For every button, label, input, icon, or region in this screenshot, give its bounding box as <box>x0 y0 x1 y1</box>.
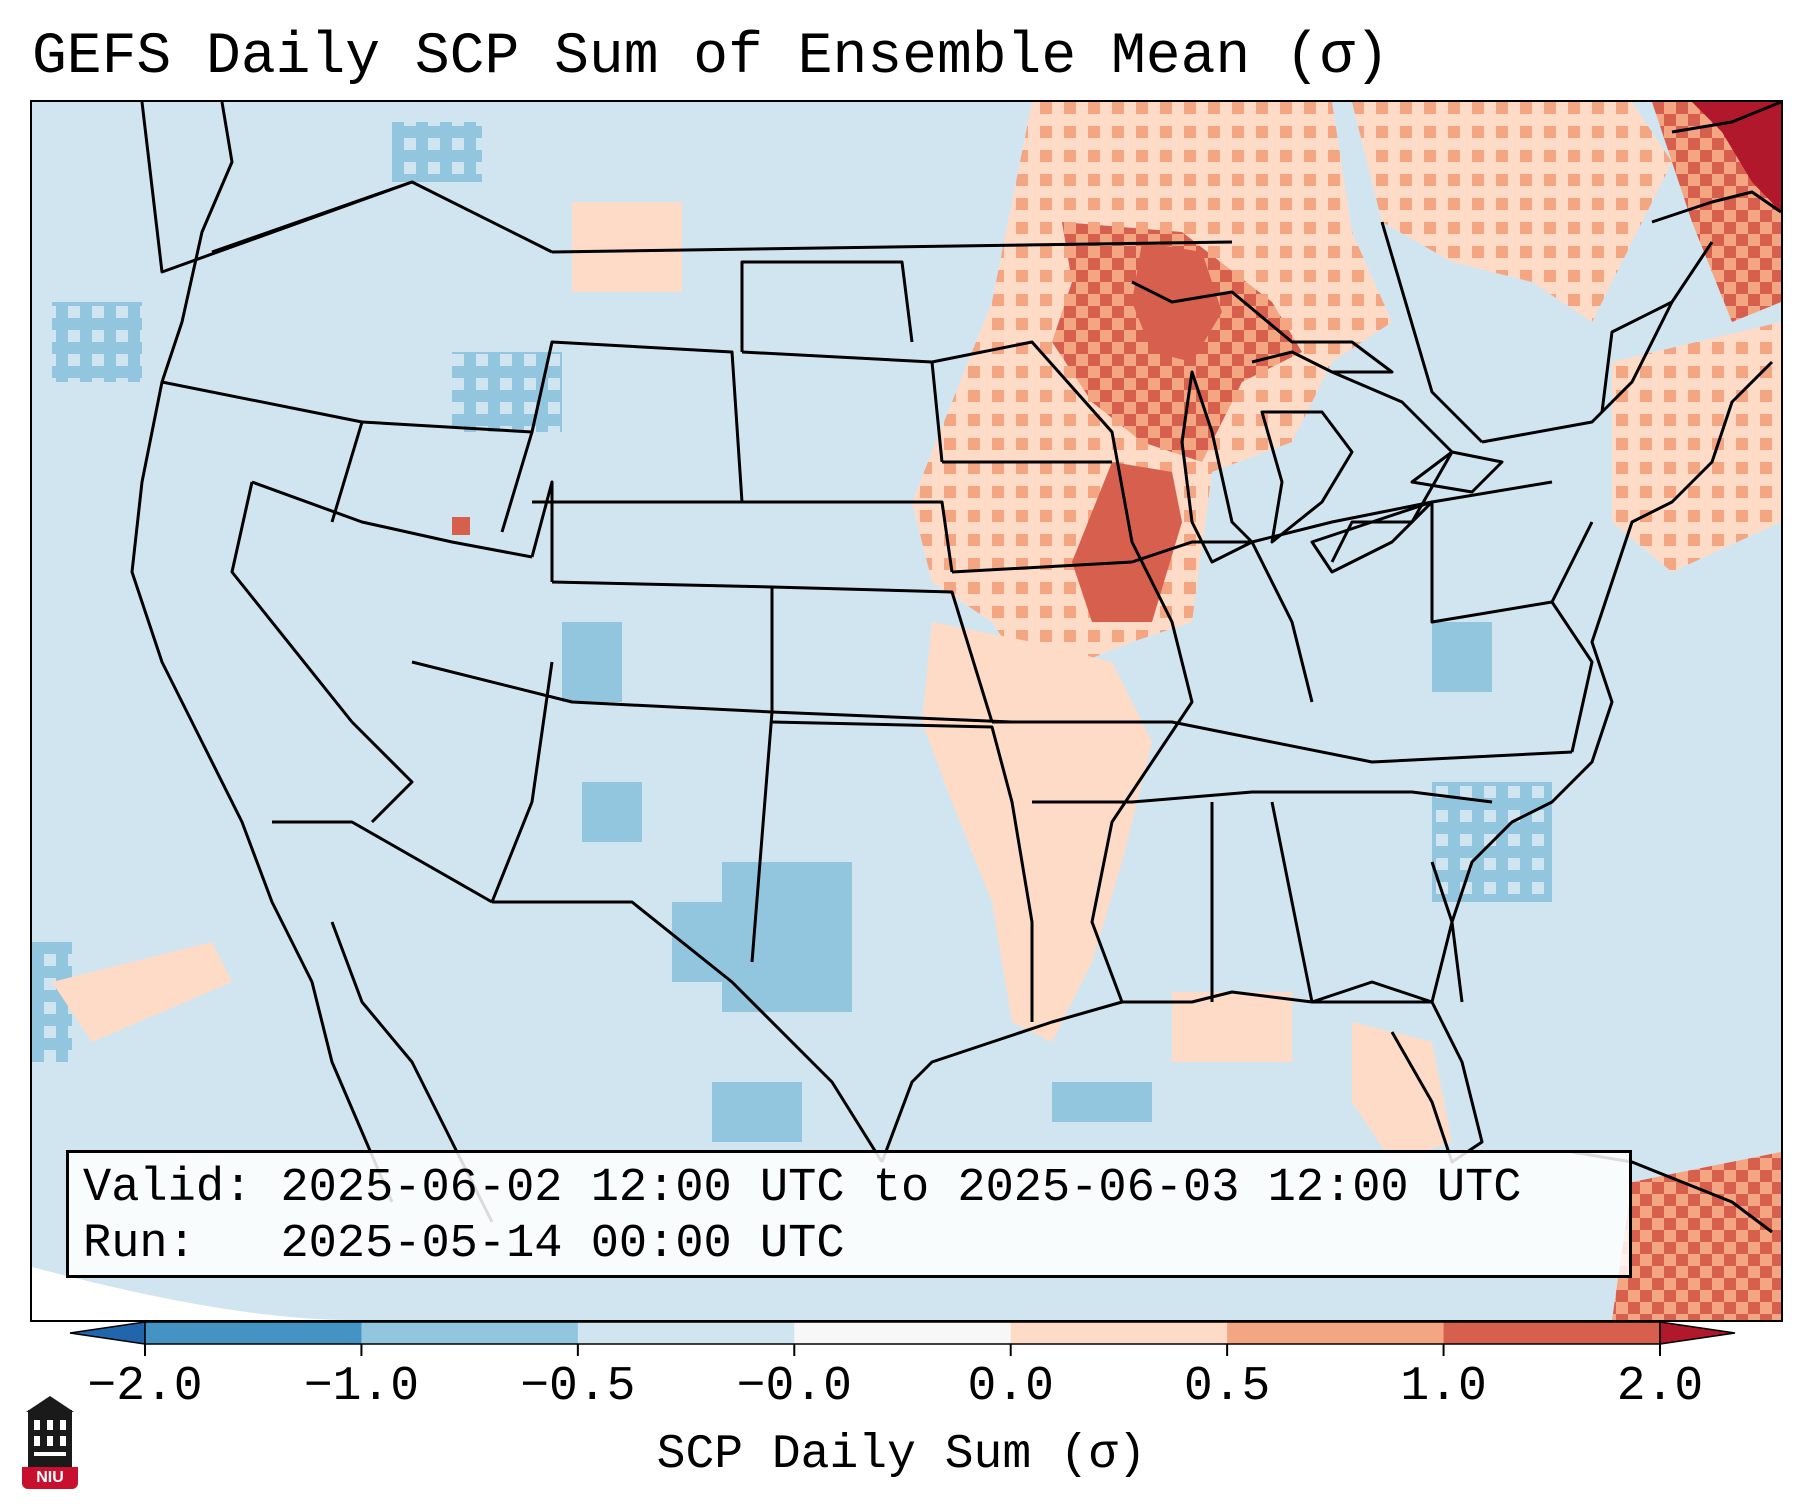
border-quebec-ontario <box>1380 221 1484 444</box>
region-pacific-band <box>52 942 232 1042</box>
university-building-icon <box>26 1396 74 1468</box>
colorbar-extend-high <box>1659 1321 1736 1345</box>
map-panel <box>30 100 1783 1322</box>
colorbar-label: SCP Daily Sum (σ) <box>656 1428 1147 1482</box>
border-tennessee-north <box>992 720 1573 764</box>
border-wa-or <box>211 180 413 254</box>
colorbar-tick-label: 2.0 <box>1616 1360 1704 1414</box>
border-mexico-texas <box>492 900 884 1163</box>
colorbar-segment <box>145 1322 362 1344</box>
border-tennessee-south <box>1032 790 1493 804</box>
colorbar-tick-label: 1.0 <box>1400 1360 1487 1414</box>
colorbar-segment <box>1227 1322 1445 1344</box>
map-canvas <box>32 102 1781 1320</box>
border-wyoming <box>530 340 744 504</box>
border-mississippi-river <box>931 340 1194 1003</box>
patch-mexico <box>712 1082 802 1142</box>
region-northeast-max <box>1692 102 1781 212</box>
border-nevada-west <box>230 481 354 723</box>
region-gulf-coast <box>1172 992 1292 1062</box>
border-36th <box>411 660 1013 724</box>
border-nm-tx <box>750 711 774 963</box>
region-utah-dot <box>452 517 470 535</box>
patch-west-texas <box>722 862 852 1012</box>
border-iowa <box>942 460 1133 574</box>
colorbar-tick-label: −0.5 <box>520 1360 636 1414</box>
run-value: 2025-05-14 00:00 UTC <box>280 1218 845 1271</box>
colorbar-segment <box>794 1322 1012 1344</box>
colorbar-outline <box>144 1321 1661 1345</box>
patch-pacific-nw <box>52 302 142 382</box>
border-kansas <box>771 585 994 723</box>
region-caribbean <box>1612 1152 1781 1320</box>
valid-label: Valid: <box>83 1162 253 1215</box>
patch-gulf <box>1052 1082 1152 1122</box>
region-montana-patch <box>572 202 682 292</box>
lake-huron-michigan <box>1260 410 1354 544</box>
colorbar-extend-low <box>69 1321 146 1345</box>
projection-edge-sw <box>32 1267 352 1320</box>
region-quebec <box>1352 102 1672 322</box>
northeast-coastline <box>1651 102 1781 224</box>
run-row: Run: 2025-05-14 00:00 UTC <box>83 1217 1615 1273</box>
lake-michigan <box>1180 370 1254 564</box>
border-north-dakota <box>740 260 914 352</box>
region-florida <box>1352 1022 1452 1162</box>
lake-ontario <box>1410 450 1504 494</box>
border-mexico-west <box>272 820 493 904</box>
border-pennsylvania <box>1430 502 1594 624</box>
border-canada-49 <box>551 240 1233 254</box>
patch-virginia <box>1432 622 1492 692</box>
border-az-nm <box>490 661 554 903</box>
colorbar-segment <box>361 1322 579 1344</box>
niu-logo-text: NIU <box>22 1467 78 1489</box>
border-nebraska <box>742 500 954 573</box>
page-title: GEFS Daily SCP Sum of Ensemble Mean (σ) <box>32 25 1390 90</box>
patch-colorado <box>562 622 622 702</box>
map-background <box>32 102 1781 1320</box>
border-new-england <box>1600 241 1714 413</box>
lake-superior-shore <box>1131 280 1394 374</box>
coastlines <box>130 102 1781 1234</box>
colorbar-tick-label: 0.5 <box>1183 1360 1271 1414</box>
positive-anomaly-patches <box>52 102 1781 1320</box>
border-utah <box>530 480 554 582</box>
border-nevada-north <box>251 480 533 559</box>
border-ms-al-ga <box>1210 801 1314 1003</box>
atlantic-coast <box>1450 360 1774 1003</box>
patch-new-mexico <box>582 782 642 842</box>
colorbar-segment <box>577 1322 795 1344</box>
lake-erie <box>1310 500 1434 574</box>
border-oklahoma-arkansas <box>771 720 1034 1022</box>
colorbar-svg <box>69 1321 1736 1356</box>
border-georgia-south <box>1312 861 1454 1004</box>
state-boundaries <box>140 102 1714 1163</box>
patch-washington <box>392 122 482 182</box>
patch-pacific-sw <box>32 942 72 1062</box>
border-virginia <box>1550 601 1594 753</box>
region-iowa-illinois-hotspot <box>1072 462 1182 622</box>
colorbar-tick-label: −0.0 <box>736 1360 852 1414</box>
niu-logo: NIU <box>22 1392 78 1492</box>
run-label: Run: <box>83 1218 196 1271</box>
border-new-york <box>1481 301 1674 444</box>
valid-value: 2025-06-02 12:00 UTC to 2025-06-03 12:00… <box>280 1162 1522 1215</box>
validity-info-box: Valid: 2025-06-02 12:00 UTC to 2025-06-0… <box>66 1150 1632 1278</box>
pacific-coast <box>130 102 394 1203</box>
colorbar-tick-label: 0.0 <box>967 1360 1054 1414</box>
colorbar <box>69 1321 1736 1356</box>
colorbar-segment <box>1010 1322 1228 1344</box>
colorbar-segment <box>1443 1322 1661 1344</box>
colorbar-tick-label: −2.0 <box>87 1360 203 1414</box>
border-ca-az <box>350 720 414 824</box>
valid-row: Valid: 2025-06-02 12:00 UTC to 2025-06-0… <box>83 1161 1615 1217</box>
patch-wyoming <box>452 352 562 432</box>
colorbar-tick-label: −1.0 <box>303 1360 420 1414</box>
border-ohio-north <box>1251 480 1553 544</box>
